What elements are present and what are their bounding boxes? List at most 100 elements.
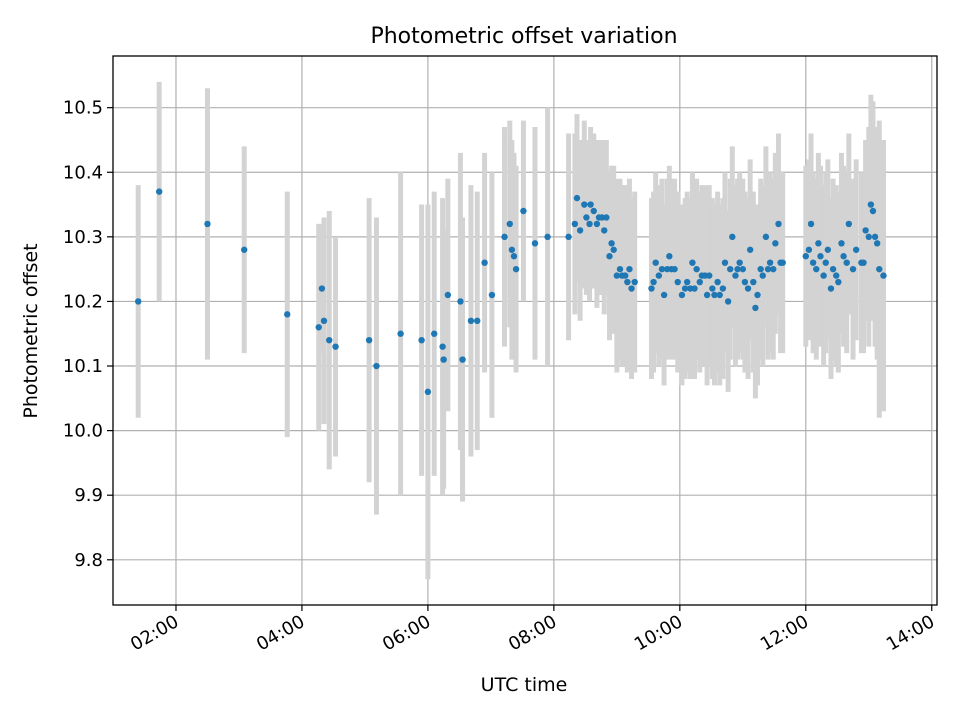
data-point	[481, 259, 488, 266]
data-point	[754, 291, 761, 299]
y-tick-label: 10.3	[63, 227, 103, 248]
data-point	[444, 291, 452, 299]
data-point	[809, 259, 817, 266]
data-point	[488, 291, 496, 299]
data-point	[865, 233, 872, 241]
data-point	[681, 285, 689, 292]
data-point	[838, 240, 845, 247]
data-point	[807, 220, 815, 228]
data-point	[721, 259, 729, 266]
data-point	[759, 272, 766, 279]
data-point	[459, 356, 466, 363]
data-point	[689, 259, 696, 266]
y-tick-label: 10.0	[63, 421, 103, 442]
data-point	[729, 233, 736, 241]
y-axis-ticks: 9.8 9.9 10.0 10.1 10.2 10.3 10.4 10.5	[63, 98, 113, 571]
data-point	[365, 336, 373, 344]
data-point	[652, 259, 659, 266]
data-point	[624, 278, 631, 286]
data-point	[739, 265, 747, 273]
data-point	[732, 272, 739, 279]
data-point	[671, 265, 678, 273]
data-point	[418, 336, 425, 344]
data-point	[576, 227, 584, 234]
data-point	[626, 265, 633, 273]
y-tick-label: 9.9	[74, 485, 103, 506]
data-point	[544, 233, 551, 241]
data-point	[606, 253, 613, 260]
data-point	[474, 317, 481, 325]
y-tick-label: 10.4	[63, 162, 103, 183]
data-point	[332, 343, 339, 350]
data-point	[752, 304, 759, 312]
data-point	[616, 265, 624, 273]
data-point	[746, 246, 754, 253]
data-point	[593, 220, 601, 228]
data-point	[650, 278, 657, 286]
data-point	[833, 272, 840, 279]
data-point	[204, 220, 211, 228]
data-point	[764, 265, 772, 273]
data-point	[813, 265, 820, 273]
data-point	[867, 201, 875, 208]
data-point	[829, 265, 837, 273]
data-point	[775, 220, 782, 228]
data-point	[631, 278, 638, 286]
data-point	[820, 272, 827, 279]
x-tick-label: 10:00	[631, 611, 686, 655]
data-point	[719, 285, 727, 292]
data-point	[431, 330, 438, 337]
data-point	[772, 240, 779, 247]
data-point	[766, 259, 774, 266]
data-point	[678, 291, 686, 299]
data-point	[714, 278, 721, 286]
data-point	[241, 246, 248, 253]
y-tick-label: 10.1	[63, 356, 103, 377]
data-point	[757, 265, 764, 273]
data-point	[750, 278, 757, 286]
x-axis-label: UTC time	[481, 674, 568, 696]
data-point	[628, 285, 635, 292]
data-point	[655, 272, 663, 279]
y-tick-label: 9.8	[74, 550, 103, 571]
data-point	[318, 285, 326, 292]
data-point	[835, 278, 842, 286]
data-point	[658, 265, 666, 273]
data-point	[762, 233, 770, 241]
data-point	[284, 311, 291, 318]
data-point	[622, 272, 629, 279]
data-point	[683, 278, 691, 286]
data-point	[397, 330, 404, 337]
data-point	[326, 336, 333, 344]
data-point	[457, 298, 464, 305]
data-point	[601, 227, 608, 234]
data-point	[506, 220, 513, 228]
data-point	[869, 207, 877, 215]
data-point	[520, 207, 527, 215]
data-point	[711, 291, 718, 299]
data-point	[876, 265, 883, 273]
data-point	[802, 253, 809, 260]
data-point	[736, 259, 743, 266]
y-tick-label: 10.2	[63, 291, 103, 312]
data-point	[660, 291, 668, 299]
data-point	[741, 278, 749, 286]
plot-frame	[112, 55, 938, 606]
data-point	[843, 259, 850, 266]
data-point	[827, 285, 835, 292]
data-point	[501, 233, 508, 241]
data-point	[822, 259, 829, 266]
x-tick-label: 02:00	[127, 611, 182, 655]
data-point	[815, 240, 822, 247]
data-point	[880, 272, 887, 279]
data-point	[860, 259, 867, 266]
data-point	[565, 233, 572, 241]
x-axis-ticks: 02:00 04:00 06:00 08:00 10:00 12:00 14:00	[127, 605, 938, 655]
data-point	[587, 201, 594, 208]
data-point	[315, 324, 322, 331]
data-point	[648, 285, 655, 292]
data-point	[724, 298, 732, 305]
data-point	[862, 227, 869, 234]
data-point	[845, 220, 853, 228]
